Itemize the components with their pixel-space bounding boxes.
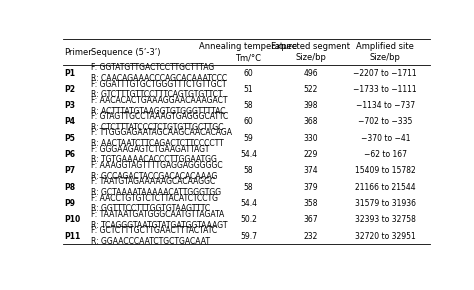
Text: P2: P2	[64, 85, 75, 94]
Text: 31579 to 31936: 31579 to 31936	[355, 199, 416, 208]
Text: 367: 367	[303, 215, 318, 224]
Text: −62 to 167: −62 to 167	[364, 150, 407, 159]
Text: P11: P11	[64, 232, 81, 241]
Text: 15409 to 15782: 15409 to 15782	[355, 166, 416, 175]
Text: 59: 59	[244, 134, 253, 143]
Text: F: AACCTGTGTCTCTTACATCTCCTG
R: GGTTTCCTTTGGTGTAAGTTTC: F: AACCTGTGTCTCTTACATCTCCTG R: GGTTTCCTT…	[91, 194, 218, 213]
Text: P7: P7	[64, 166, 75, 175]
Text: F: GGGAAGAGTCTGAAGATTAGT
R: TGTGAAAACACCCTTGGAATGG: F: GGGAAGAGTCTGAAGATTAGT R: TGTGAAAACACC…	[91, 145, 217, 164]
Text: −1733 to −1111: −1733 to −1111	[354, 85, 417, 94]
Text: P5: P5	[64, 134, 75, 143]
Text: −1134 to −737: −1134 to −737	[356, 101, 415, 110]
Text: 398: 398	[304, 101, 318, 110]
Text: 229: 229	[304, 150, 318, 159]
Text: 379: 379	[303, 183, 318, 192]
Text: F: GTAGTTGCCTAAAGTGAGGGCATTC
R: CTCTTTATCCCTCTGTGTTGCTTGC: F: GTAGTTGCCTAAAGTGAGGGCATTC R: CTCTTTAT…	[91, 112, 228, 132]
Text: 330: 330	[303, 134, 318, 143]
Text: 60: 60	[244, 69, 253, 78]
Text: Sequence (5’-3’): Sequence (5’-3’)	[91, 48, 160, 57]
Text: P4: P4	[64, 117, 75, 126]
Text: F: GCTCTTTGCTTGAACTTTACTATC
R: GGAACCCAATCTGCTGACAAT: F: GCTCTTTGCTTGAACTTTACTATC R: GGAACCCAA…	[91, 226, 217, 246]
Text: P1: P1	[64, 69, 75, 78]
Text: Expected segment
Size/bp: Expected segment Size/bp	[272, 42, 350, 62]
Text: 60: 60	[244, 117, 253, 126]
Text: 358: 358	[304, 199, 318, 208]
Text: 54.4: 54.4	[240, 150, 257, 159]
Text: Primer: Primer	[64, 48, 92, 57]
Text: 51: 51	[244, 85, 253, 94]
Text: F: AAAGGTAGTTTTGAGGAGGGGGC
R: GCCAGACTACCGACACACAAAG: F: AAAGGTAGTTTTGAGGAGGGGGC R: GCCAGACTAC…	[91, 161, 222, 181]
Text: 32720 to 32951: 32720 to 32951	[355, 232, 416, 241]
Text: F: GGATTTGTGCTGGGTTTCTGTTGCT
R: GTCTTTGTTCCTTTCAGTGTGTTCT: F: GGATTTGTGCTGGGTTTCTGTTGCT R: GTCTTTGT…	[91, 79, 227, 99]
Text: P6: P6	[64, 150, 75, 159]
Text: 54.4: 54.4	[240, 199, 257, 208]
Text: Annealing temperature
Tm/°C: Annealing temperature Tm/°C	[200, 42, 298, 62]
Text: 522: 522	[304, 85, 318, 94]
Text: 496: 496	[303, 69, 318, 78]
Text: −2207 to −1711: −2207 to −1711	[354, 69, 417, 78]
Text: Amplified site
Size/bp: Amplified site Size/bp	[356, 42, 414, 62]
Text: −370 to −41: −370 to −41	[361, 134, 410, 143]
Text: F: GGTATGTTGACTCCTTGCTTTAG
R: CAACAGAAACCCAGCACAAATCCC: F: GGTATGTTGACTCCTTGCTTTAG R: CAACAGAAAC…	[91, 63, 227, 83]
Text: 374: 374	[303, 166, 318, 175]
Text: 50.2: 50.2	[240, 215, 257, 224]
Text: 368: 368	[304, 117, 318, 126]
Text: F: TAATAATGATGGGCAATGTTAGATA
R: TCAGGGTAATGTATGATGGTAAAGT: F: TAATAATGATGGGCAATGTTAGATA R: TCAGGGTA…	[91, 210, 228, 230]
Text: 232: 232	[304, 232, 318, 241]
Text: −702 to −335: −702 to −335	[358, 117, 412, 126]
Text: P9: P9	[64, 199, 75, 208]
Text: 32393 to 32758: 32393 to 32758	[355, 215, 416, 224]
Text: P3: P3	[64, 101, 75, 110]
Text: 21166 to 21544: 21166 to 21544	[355, 183, 416, 192]
Text: F: AACACACTGAAAGGAACAAAGACT
R: ACTTTATGTAAGGTGTGGGTTTTAC: F: AACACACTGAAAGGAACAAAGACT R: ACTTTATGT…	[91, 96, 228, 116]
Text: 58: 58	[244, 183, 253, 192]
Text: 58: 58	[244, 101, 253, 110]
Text: P10: P10	[64, 215, 81, 224]
Text: 58: 58	[244, 166, 253, 175]
Text: F: TTGGGAGAATAGCAAGCAACACAGA
R: AACTAATCTTCAGACTCTTCCCCTT: F: TTGGGAGAATAGCAAGCAACACAGA R: AACTAATC…	[91, 128, 232, 148]
Text: F: TAATGTAGAAAAAGCACAAGGC
R: GCTAAAATAAAAACATTGGGTGG: F: TAATGTAGAAAAAGCACAAGGC R: GCTAAAATAAA…	[91, 177, 221, 197]
Text: P8: P8	[64, 183, 75, 192]
Text: 59.7: 59.7	[240, 232, 257, 241]
